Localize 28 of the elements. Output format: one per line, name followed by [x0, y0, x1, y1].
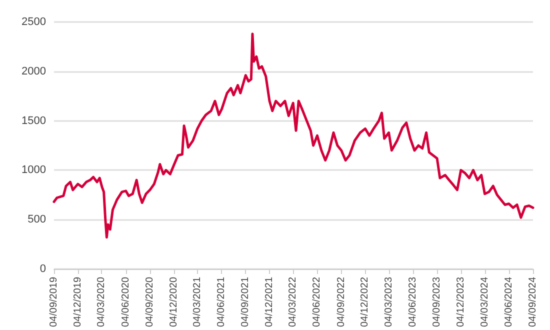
x-tick-label: 04/09/2023 — [432, 276, 443, 328]
y-tick-label: 2000 — [22, 65, 46, 78]
x-tick-label: 04/12/2019 — [72, 276, 84, 328]
x-tick-label: 04/03/2020 — [96, 276, 108, 328]
x-tick-label: 04/09/2019 — [48, 276, 60, 328]
x-tick-label: 04/09/2020 — [144, 276, 156, 328]
x-tick-label: 04/06/2020 — [120, 276, 132, 328]
x-tick-label: 04/12/2020 — [168, 276, 180, 328]
x-tick-label: 04/03/2021 — [192, 276, 203, 328]
y-tick-label: 1500 — [22, 114, 46, 127]
y-tick-label: 500 — [28, 214, 46, 226]
x-tick-label: 04/06/2021 — [216, 276, 228, 328]
x-tick-label: 04/09/2021 — [240, 276, 252, 328]
x-tick-label: 04/03/2022 — [288, 276, 299, 328]
x-tick-label: 04/12/2022 — [360, 276, 371, 328]
y-tick-label: 2500 — [22, 16, 46, 28]
x-tick-label: 04/03/2023 — [383, 276, 394, 328]
x-tick-label: 04/06/2022 — [312, 276, 323, 328]
y-tick-label: 0 — [40, 262, 46, 275]
x-tick-label: 04/09/2022 — [336, 276, 347, 328]
y-tick-label: 1000 — [22, 164, 46, 176]
x-tick-label: 04/09/2024 — [528, 276, 538, 328]
x-tick-label: 04/12/2021 — [264, 276, 276, 328]
line-series — [52, 32, 534, 239]
x-tick-label: 04/06/2023 — [407, 276, 418, 328]
x-tick-label: 04/12/2023 — [455, 276, 466, 328]
x-tick-label: 04/03/2024 — [479, 276, 490, 328]
x-tick-label: 04/06/2024 — [503, 276, 514, 328]
